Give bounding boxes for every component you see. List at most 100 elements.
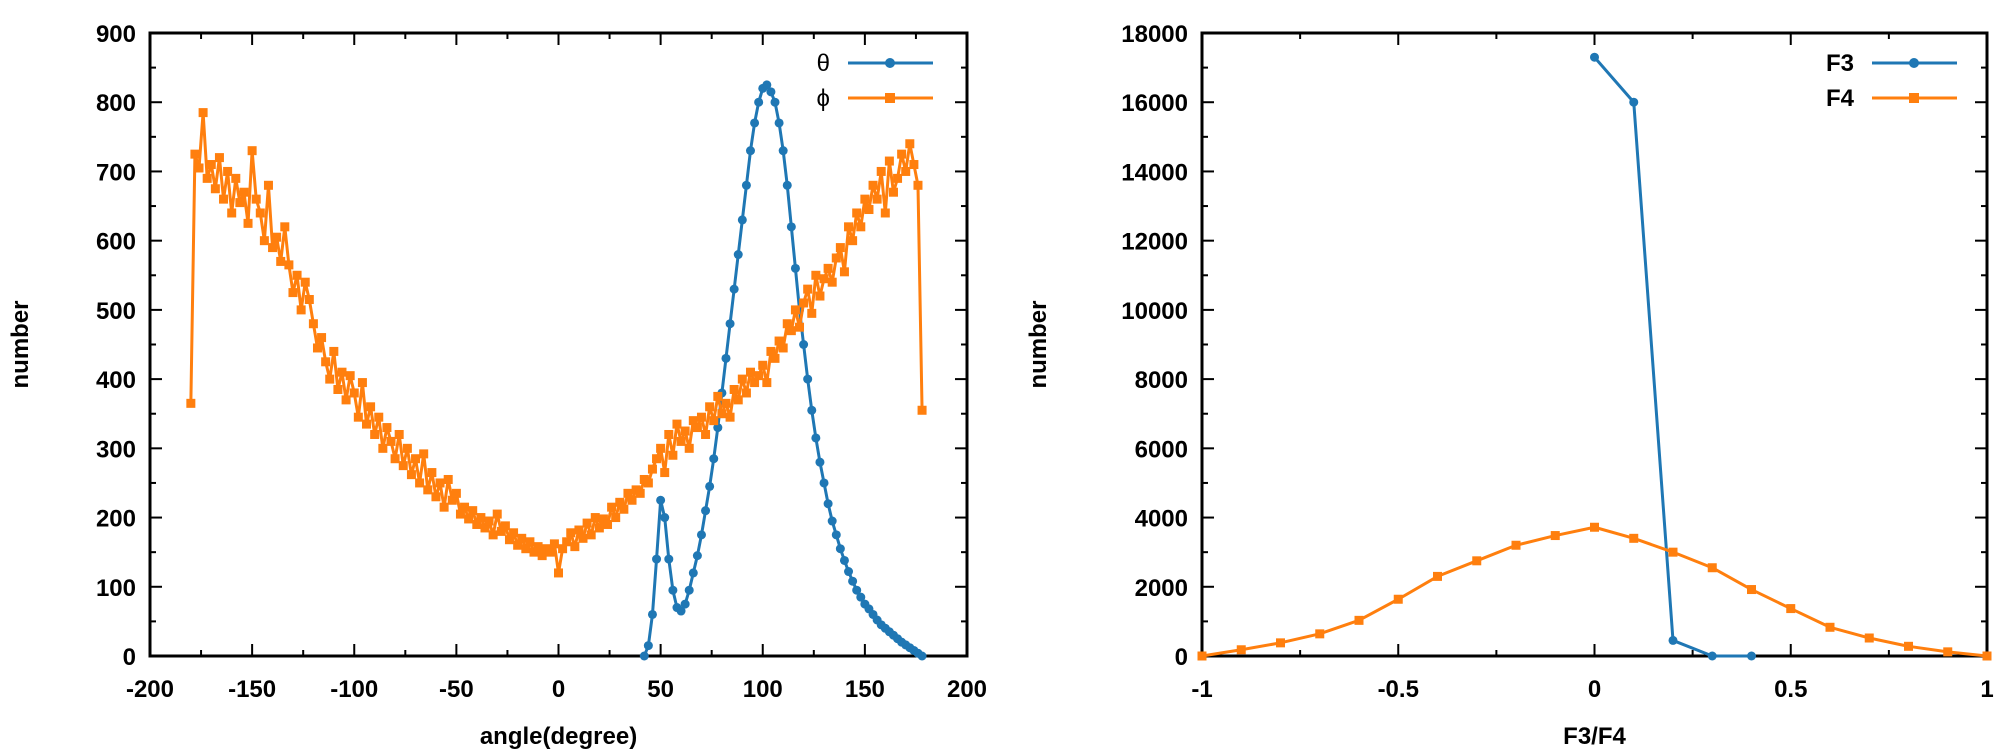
c0-data-point xyxy=(701,429,711,439)
c0-data-point xyxy=(227,208,237,218)
c0-data-point xyxy=(705,402,715,412)
c1-data-point xyxy=(1590,522,1599,532)
c0-data-point xyxy=(231,173,241,183)
c0-data-point xyxy=(366,402,376,412)
c1-data-point xyxy=(1825,622,1835,632)
c1-ytick-label: 4000 xyxy=(1135,506,1188,533)
c0-data-point xyxy=(778,146,788,156)
c0-data-point xyxy=(721,398,731,408)
c0-data-point xyxy=(656,495,666,505)
c0-data-point xyxy=(705,481,715,491)
c0-data-point xyxy=(807,308,817,318)
c0-ytick-label: 700 xyxy=(96,159,136,186)
c0-data-point xyxy=(680,426,690,436)
c0-data-point xyxy=(472,519,482,529)
c1-ytick-label: 6000 xyxy=(1135,436,1188,463)
c0-data-point xyxy=(255,208,265,218)
c0-data-point xyxy=(321,357,331,367)
c0-data-point xyxy=(419,449,429,459)
c0-data-point xyxy=(696,412,706,422)
c0-data-point xyxy=(566,528,576,538)
c0-data-point xyxy=(741,388,751,398)
c0-data-point xyxy=(737,374,747,384)
c0-data-point xyxy=(913,180,923,190)
c0-data-point xyxy=(745,367,755,377)
c0-data-point xyxy=(909,160,919,170)
c0-data-point xyxy=(803,374,813,384)
c1-x-axis-label: F3/F4 xyxy=(1563,723,1626,750)
c0-data-point xyxy=(513,540,523,550)
c0-data-point xyxy=(406,470,416,480)
c0-data-point xyxy=(500,521,510,531)
c0-data-point xyxy=(268,243,278,253)
c0-xtick-label: -150 xyxy=(228,676,276,703)
c0-data-point xyxy=(582,518,592,528)
c1-data-point xyxy=(1747,585,1756,595)
c1-legend-entry: F4 xyxy=(1826,85,1957,112)
c0-data-point xyxy=(897,149,907,159)
c1-xtick-label: 1 xyxy=(1980,676,1993,703)
c0-data-point xyxy=(317,333,327,343)
c0-data-point xyxy=(729,284,739,294)
c0-data-point xyxy=(190,149,200,159)
c0-xtick-label: -200 xyxy=(126,676,174,703)
c0-data-point xyxy=(684,585,694,595)
c0-xtick-label: 150 xyxy=(845,676,885,703)
c0-data-point xyxy=(574,525,584,535)
c0-data-point xyxy=(807,405,817,415)
c0-data-point xyxy=(647,464,657,474)
c0-data-point xyxy=(733,395,743,405)
c0-data-point xyxy=(619,504,629,514)
c0-data-point xyxy=(790,263,800,273)
c0-data-point xyxy=(893,173,903,183)
c1-data-point xyxy=(1590,52,1599,62)
c1-data-point xyxy=(1393,594,1403,604)
c0-data-point xyxy=(643,641,653,651)
c0-data-point xyxy=(688,568,698,578)
c0-data-point xyxy=(680,599,690,609)
c1-data-point xyxy=(1786,604,1796,614)
c0-data-point xyxy=(668,450,678,460)
c0-data-point xyxy=(517,533,527,543)
c1-data-point xyxy=(1904,641,1913,651)
c1-data-point xyxy=(1629,533,1639,543)
c0-ytick-label: 900 xyxy=(96,21,136,48)
c0-data-point xyxy=(737,215,747,225)
c0-data-point xyxy=(435,478,445,488)
c0-data-point xyxy=(627,495,637,505)
c0-data-point xyxy=(590,513,600,523)
c0-data-point xyxy=(852,208,862,218)
c0-xtick-label: -100 xyxy=(330,676,378,703)
c0-data-point xyxy=(594,523,604,533)
c1-ytick-label: 16000 xyxy=(1121,90,1188,117)
c0-data-point xyxy=(782,319,792,329)
c0-data-point xyxy=(823,263,833,273)
c0-data-point xyxy=(745,146,755,156)
c1-ytick-label: 0 xyxy=(1175,644,1188,671)
c0-data-point xyxy=(652,554,662,564)
c0-data-point xyxy=(844,222,854,232)
c1-data-point xyxy=(1236,645,1246,655)
c1-data-point xyxy=(1943,647,1953,657)
c0-data-point xyxy=(827,277,837,287)
c0-ytick-label: 500 xyxy=(96,298,136,325)
c0-data-point xyxy=(688,416,698,426)
c1-ytick-label: 8000 xyxy=(1135,367,1188,394)
c0-data-point xyxy=(766,346,776,356)
c0-data-point xyxy=(558,544,568,554)
c0-data-point xyxy=(750,378,760,388)
c0-data-point xyxy=(484,516,494,526)
c0-data-point xyxy=(386,436,396,446)
c0-data-point xyxy=(259,236,269,246)
c0-data-point xyxy=(790,305,800,315)
c0-data-point xyxy=(905,139,915,149)
c0-data-point xyxy=(341,395,351,405)
c0-data-point xyxy=(194,163,204,173)
c0-data-point xyxy=(831,253,841,263)
c1-ytick-label: 2000 xyxy=(1135,575,1188,602)
c1-legend-entry: F3 xyxy=(1826,50,1957,77)
c0-data-point xyxy=(872,194,882,204)
c0-ytick-label: 200 xyxy=(96,506,136,533)
c0-data-point xyxy=(235,198,245,208)
